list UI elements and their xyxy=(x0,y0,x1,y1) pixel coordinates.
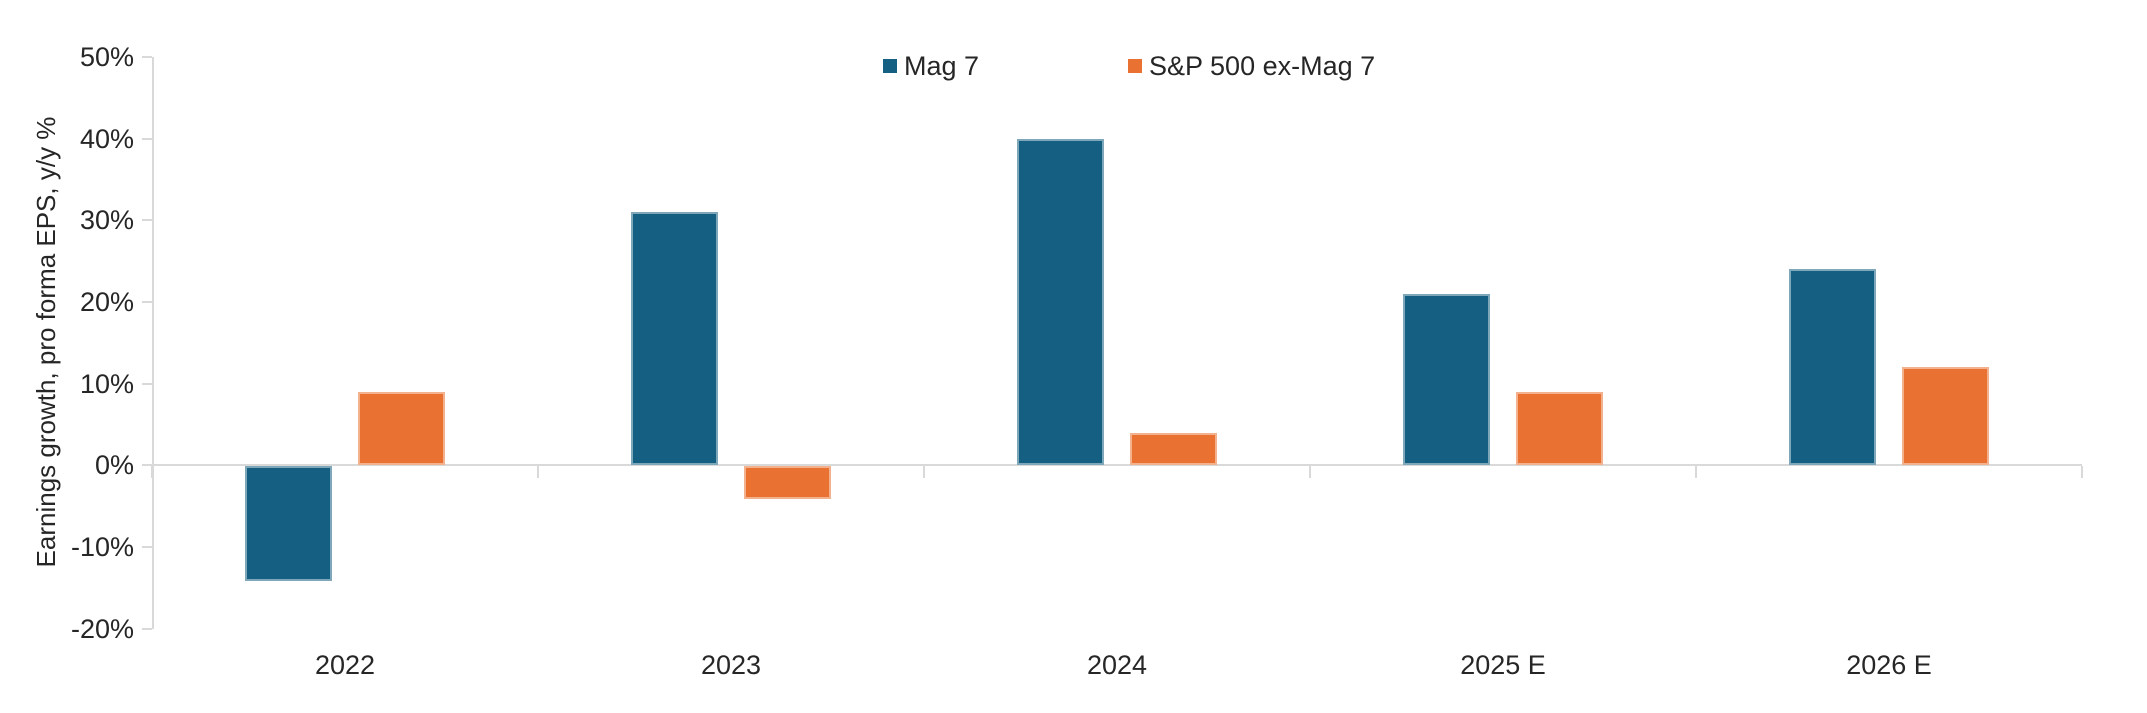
bar-mag-7-2025-e xyxy=(1403,293,1490,466)
y-axis-tick xyxy=(142,382,152,385)
y-tick-label: -20% xyxy=(70,613,134,644)
x-axis-tick xyxy=(923,466,925,479)
x-category-label: 2023 xyxy=(700,650,762,680)
bar-s-p-500-ex-mag-7-2022 xyxy=(358,391,445,466)
bar-mag-7-2026-e xyxy=(1789,269,1876,466)
y-tick-label: 50% xyxy=(79,42,134,72)
bar-s-p-500-ex-mag-7-2024 xyxy=(1130,432,1217,466)
y-axis-tick xyxy=(142,137,152,140)
x-axis-tick xyxy=(151,466,153,479)
y-axis-tick xyxy=(142,545,152,548)
y-tick-label: -10% xyxy=(70,531,134,562)
x-category-label: 2024 xyxy=(1086,650,1148,680)
y-axis-tick xyxy=(142,300,152,303)
x-axis-tick xyxy=(537,466,539,479)
y-axis-tick xyxy=(142,219,152,222)
bar-s-p-500-ex-mag-7-2026-e xyxy=(1902,367,1989,466)
legend-item-mag-7: Mag 7 xyxy=(883,51,979,81)
legend-label-mag-7: Mag 7 xyxy=(904,50,980,81)
y-axis-line xyxy=(152,57,154,629)
x-category-label: 2022 xyxy=(314,650,376,680)
legend-swatch-sp500-ex-mag-7-icon xyxy=(1128,59,1142,73)
legend-item-sp500-ex-mag-7: S&P 500 ex-Mag 7 xyxy=(1128,51,1375,81)
x-category-label: 2026 E xyxy=(1846,650,1932,680)
bar-mag-7-2024 xyxy=(1017,138,1104,466)
y-tick-label: 20% xyxy=(79,286,134,317)
y-axis-tick xyxy=(142,56,152,58)
y-tick-label: 40% xyxy=(79,123,134,154)
y-tick-label: 30% xyxy=(79,205,134,236)
bar-mag-7-2022 xyxy=(245,466,332,581)
x-axis-tick xyxy=(1309,466,1311,479)
y-tick-label: 0% xyxy=(94,450,134,481)
x-axis-tick xyxy=(2081,466,2083,479)
y-axis-tick xyxy=(142,627,152,630)
y-axis-tick xyxy=(142,464,152,467)
y-axis-title: Earnings growth, pro forma EPS, y/y % xyxy=(31,116,61,568)
legend-label-sp500-ex-mag-7: S&P 500 ex-Mag 7 xyxy=(1149,50,1376,81)
bar-mag-7-2023 xyxy=(631,212,718,466)
y-tick-label: 10% xyxy=(79,368,134,399)
legend-swatch-mag-7-icon xyxy=(883,59,897,73)
bar-s-p-500-ex-mag-7-2025-e xyxy=(1516,391,1603,466)
x-axis-tick xyxy=(1695,466,1697,479)
bar-s-p-500-ex-mag-7-2023 xyxy=(744,466,831,499)
x-category-label: 2025 E xyxy=(1460,650,1546,680)
x-axis-line xyxy=(152,464,2082,467)
